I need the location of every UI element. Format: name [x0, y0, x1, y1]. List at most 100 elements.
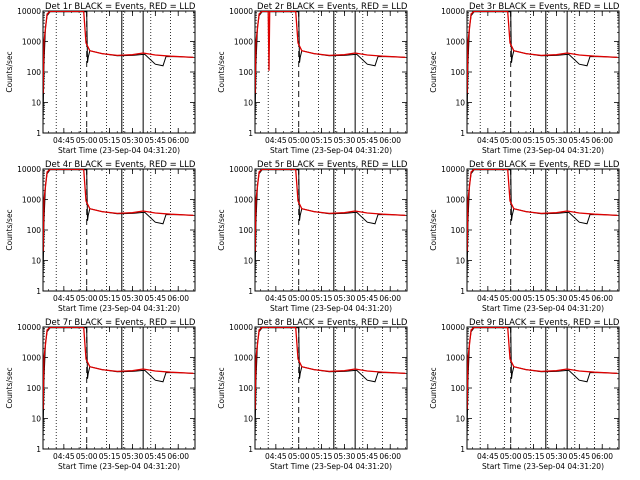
y-axis-label: Counts/sec — [429, 51, 438, 92]
y-axis-label: Counts/sec — [5, 367, 14, 408]
plot-frame — [466, 326, 620, 450]
y-tick-label: 100 — [27, 384, 42, 393]
series-group — [255, 11, 406, 124]
y-tick-label: 1 — [460, 445, 465, 454]
y-tick-label: 10000 — [441, 323, 465, 332]
events-series-line — [43, 11, 194, 124]
marker-lines — [479, 11, 595, 133]
lld-series-line — [43, 11, 194, 94]
y-axis-label: Counts/sec — [5, 51, 14, 92]
y-axis-label: Counts/sec — [5, 209, 14, 250]
y-tick-label: 1 — [36, 445, 41, 454]
x-tick-label: 06:00 — [591, 294, 613, 303]
x-tick-label: 05:15 — [523, 294, 545, 303]
y-tick-label: 100 — [239, 384, 254, 393]
y-axis-label: Counts/sec — [217, 51, 226, 92]
y-tick-label: 1000 — [22, 196, 41, 205]
plot-frame — [42, 168, 196, 292]
x-tick-label: 05:45 — [145, 136, 167, 145]
y-tick-label: 1000 — [234, 38, 253, 47]
x-axis-label: Start Time (23-Sep-04 04:31:20) — [270, 304, 392, 313]
events-series-line — [255, 327, 406, 440]
events-series-line — [467, 327, 618, 440]
x-tick-label: 05:15 — [523, 452, 545, 461]
marker-lines — [55, 11, 171, 133]
x-tick-label: 04:45 — [53, 452, 75, 461]
x-tick-label: 05:00 — [500, 452, 522, 461]
x-tick-label: 05:15 — [99, 452, 121, 461]
x-tick-label: 05:15 — [99, 294, 121, 303]
plot-frame — [466, 168, 620, 292]
x-tick-label: 06:00 — [591, 452, 613, 461]
y-tick-label: 1000 — [22, 354, 41, 363]
chart-panel: Det 7r BLACK = Events, RED = LLD 1 10 100 10… — [5, 318, 196, 471]
x-tick-label: 06:00 — [379, 452, 401, 461]
chart-panel: Det 8r BLACK = Events, RED = LLD 1 10 100 10… — [217, 318, 408, 471]
chart-panel: Det 1r BLACK = Events, RED = LLD 1 10 100 10… — [5, 2, 196, 155]
y-tick-label: 100 — [239, 226, 254, 235]
y-tick-label: 100 — [27, 226, 42, 235]
x-tick-label: 06:00 — [167, 294, 189, 303]
x-tick-label: 05:00 — [288, 136, 310, 145]
x-tick-label: 04:45 — [477, 452, 499, 461]
x-tick-label: 04:45 — [265, 294, 287, 303]
x-tick-label: 05:30 — [546, 136, 568, 145]
marker-lines — [267, 327, 383, 449]
chart-panel: Det 9r BLACK = Events, RED = LLD 1 10 100 10… — [429, 318, 620, 471]
x-tick-label: 05:45 — [569, 136, 591, 145]
series-group — [43, 169, 194, 282]
x-tick-label: 06:00 — [379, 294, 401, 303]
series-group — [467, 169, 618, 282]
x-tick-label: 05:45 — [357, 136, 379, 145]
x-axis-label: Start Time (23-Sep-04 04:31:20) — [58, 304, 180, 313]
chart-title: Det 3r BLACK = Events, RED = LLD — [469, 2, 620, 12]
lld-series-line — [255, 169, 406, 252]
y-axis-label: Counts/sec — [217, 209, 226, 250]
x-tick-label: 05:15 — [311, 294, 333, 303]
y-tick-label: 100 — [451, 384, 466, 393]
x-tick-label: 06:00 — [167, 136, 189, 145]
x-tick-label: 05:45 — [145, 452, 167, 461]
series-group — [255, 169, 406, 282]
events-series-line — [467, 169, 618, 282]
x-tick-label: 05:30 — [334, 136, 356, 145]
y-tick-label: 1000 — [234, 196, 253, 205]
chart-panel: Det 6r BLACK = Events, RED = LLD 1 10 100 10… — [429, 160, 620, 313]
y-tick-label: 10 — [31, 99, 41, 108]
chart-title: Det 7r BLACK = Events, RED = LLD — [45, 318, 196, 328]
chart-title: Det 9r BLACK = Events, RED = LLD — [469, 318, 620, 328]
x-tick-label: 05:00 — [76, 452, 98, 461]
y-tick-label: 10000 — [229, 323, 253, 332]
x-tick-label: 05:00 — [500, 294, 522, 303]
y-tick-label: 1000 — [234, 354, 253, 363]
y-tick-label: 10 — [455, 99, 465, 108]
y-tick-label: 10 — [243, 99, 253, 108]
y-tick-label: 1000 — [22, 38, 41, 47]
lld-series-line — [467, 11, 618, 94]
events-series-line — [255, 169, 406, 282]
plot-frame — [254, 168, 408, 292]
y-tick-label: 100 — [27, 68, 42, 77]
x-tick-label: 04:45 — [477, 136, 499, 145]
x-tick-label: 05:45 — [145, 294, 167, 303]
y-tick-label: 10 — [31, 415, 41, 424]
lld-series-line — [255, 327, 406, 410]
x-tick-label: 05:30 — [546, 452, 568, 461]
y-tick-label: 10000 — [17, 165, 41, 174]
marker-lines — [479, 169, 595, 291]
series-group — [43, 11, 194, 124]
y-tick-label: 1 — [36, 129, 41, 138]
plot-frame — [466, 10, 620, 134]
x-tick-label: 04:45 — [477, 294, 499, 303]
x-axis-label: Start Time (23-Sep-04 04:31:20) — [270, 146, 392, 155]
x-tick-label: 05:30 — [122, 294, 144, 303]
marker-lines — [267, 169, 383, 291]
plot-frame — [42, 10, 196, 134]
marker-lines — [55, 169, 171, 291]
y-tick-label: 10000 — [17, 7, 41, 16]
chart-panel: Det 3r BLACK = Events, RED = LLD 1 10 100 10… — [429, 2, 620, 155]
y-axis-label: Counts/sec — [429, 367, 438, 408]
y-tick-label: 1 — [248, 129, 253, 138]
y-tick-label: 1 — [248, 445, 253, 454]
chart-title: Det 8r BLACK = Events, RED = LLD — [257, 318, 408, 328]
